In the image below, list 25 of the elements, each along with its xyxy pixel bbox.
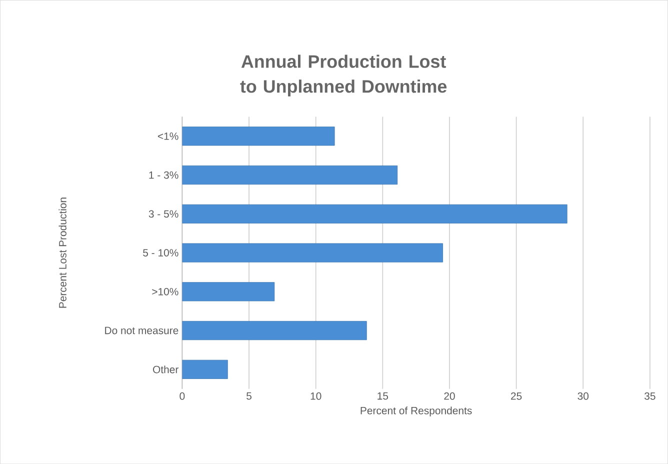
y-tick-label: >10% [152,288,178,296]
bar [182,243,443,262]
bar [182,165,398,184]
x-tick-label: 30 [578,392,589,400]
bar [182,360,228,379]
x-tick-label: 0 [180,392,185,400]
x-tick-label: 15 [378,392,388,400]
x-tick-label: 25 [511,392,522,400]
y-tick-label: Do not measure [105,326,178,334]
x-axis-title: Percent of Respondents [360,406,472,416]
x-tick-label: 10 [310,392,322,400]
y-tick-label: 5 - 10% [143,249,178,256]
chart-title: Annual Production Lost to Unplanned Downtime [240,54,447,96]
y-tick-label: 3 - 5% [148,210,178,218]
y-tick-label: <1% [158,132,178,140]
y-tick-label: 1 - 3% [149,171,178,179]
x-tick-label: 20 [444,392,455,400]
bar [182,126,335,146]
bar [182,320,367,340]
bar [182,282,275,302]
x-tick-label: 5 [246,392,252,400]
y-tick-label: Other [153,366,179,374]
y-axis-title: Percent Lost Production [58,198,66,308]
bar [182,204,568,224]
x-tick-label: 35 [644,392,656,400]
